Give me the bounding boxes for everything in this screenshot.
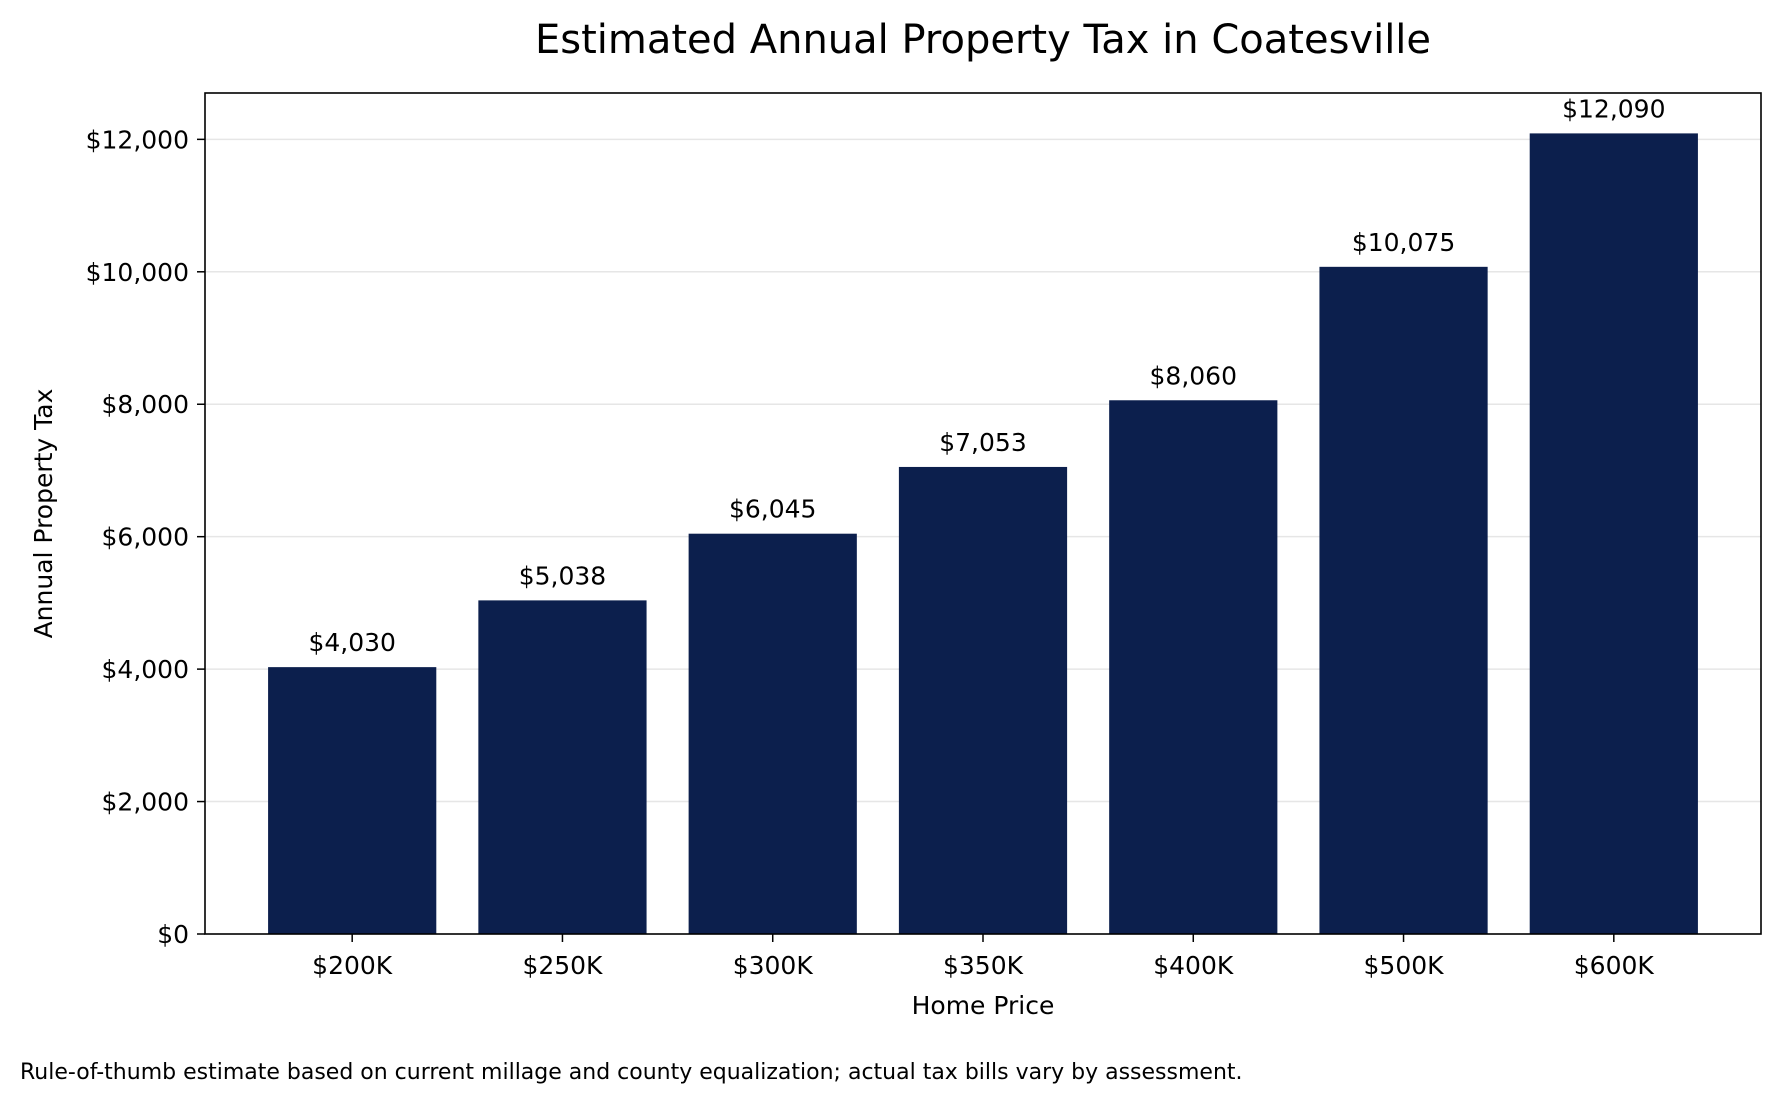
data-label: $8,060	[1150, 361, 1237, 390]
data-label: $7,053	[939, 428, 1026, 457]
bar-600k	[1529, 133, 1698, 935]
x-tick-label: $350K	[943, 951, 1024, 980]
data-label: $5,038	[519, 561, 606, 590]
data-label: $4,030	[308, 628, 395, 657]
data-label: $10,075	[1352, 228, 1455, 257]
bar-200k	[268, 667, 437, 934]
y-tick-label: $12,000	[86, 125, 189, 154]
x-tick-label: $600K	[1574, 951, 1655, 980]
bar-500k	[1319, 266, 1488, 934]
x-tick-label: $200K	[312, 951, 393, 980]
y-tick-label: $2,000	[102, 788, 189, 817]
x-tick-label: $500K	[1364, 951, 1445, 980]
data-label: $12,090	[1562, 94, 1665, 123]
bar-300k	[688, 533, 857, 934]
x-axis-label: Home Price	[912, 991, 1055, 1020]
data-label: $6,045	[729, 495, 816, 524]
bar-350k	[898, 466, 1068, 934]
y-tick-label: $0	[157, 920, 189, 949]
x-tick-label: $400K	[1153, 951, 1234, 980]
bar-400k	[1109, 400, 1278, 934]
footnote: Rule-of-thumb estimate based on current …	[20, 1060, 1243, 1085]
x-tick-label: $300K	[733, 951, 814, 980]
y-tick-label: $10,000	[86, 258, 189, 287]
y-axis-label: Annual Property Tax	[29, 389, 58, 639]
x-tick-label: $250K	[522, 951, 603, 980]
bar-250k	[478, 600, 647, 934]
y-tick-label: $4,000	[102, 655, 189, 684]
y-tick-label: $6,000	[102, 523, 189, 552]
y-tick-label: $8,000	[102, 390, 189, 419]
chart-title: Estimated Annual Property Tax in Coatesv…	[535, 17, 1431, 63]
